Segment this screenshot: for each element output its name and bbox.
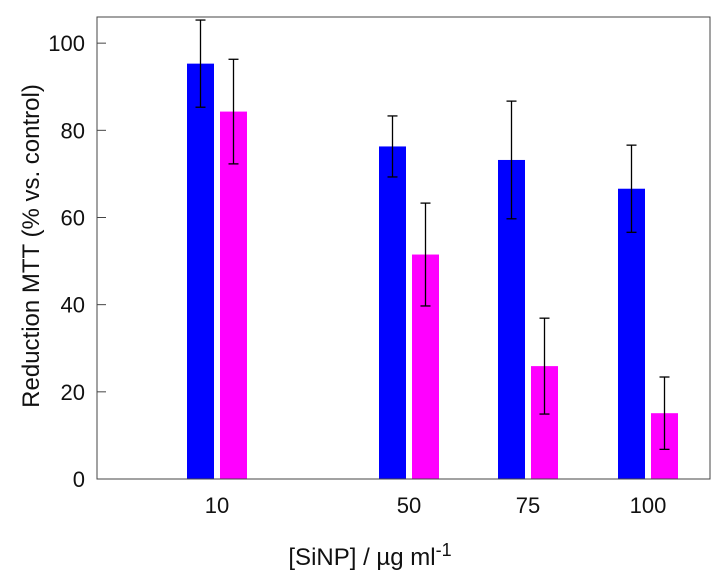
bar-series-1 (187, 63, 214, 479)
x-tick-label: 50 (397, 493, 421, 518)
y-axis-title: Reduction MTT (% vs. control) (18, 84, 45, 408)
x-axis-title-exponent: -1 (435, 540, 452, 560)
bar-series-1 (618, 188, 645, 479)
x-axis-title: [SiNP] / µg ml-1 (0, 540, 728, 572)
x-tick-label: 10 (205, 493, 229, 518)
x-tick-label: 75 (516, 493, 540, 518)
y-tick-label: 100 (48, 31, 85, 56)
x-tick-label: 100 (630, 493, 667, 518)
y-tick-label: 40 (61, 293, 85, 318)
bar-series-1 (379, 146, 406, 479)
y-tick-label: 80 (61, 118, 85, 143)
y-tick-label: 60 (61, 205, 85, 230)
y-tick-label: 0 (73, 467, 85, 492)
plot-frame (96, 16, 711, 480)
y-tick-label: 20 (61, 380, 85, 405)
bar-series-2 (220, 111, 247, 479)
x-axis-title-main: [SiNP] / µg ml (288, 544, 436, 571)
